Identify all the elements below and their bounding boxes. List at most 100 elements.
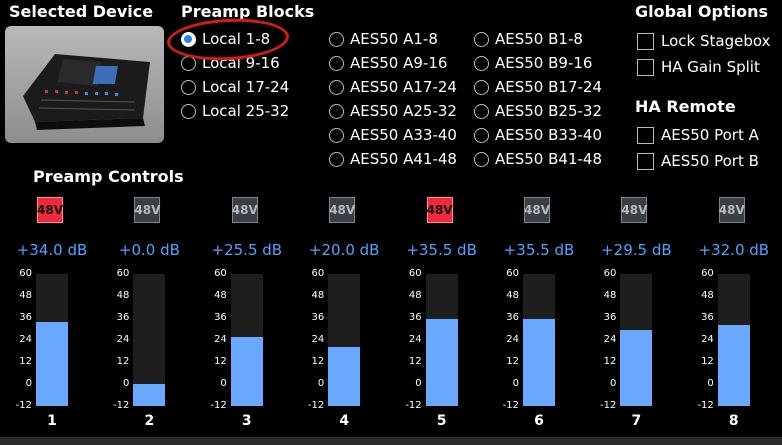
radio-aes50-a1-8[interactable]: AES50 A1-8: [329, 28, 457, 50]
gain-fader[interactable]: [425, 274, 458, 406]
gain-fader[interactable]: [523, 274, 555, 406]
bottom-divider: [0, 437, 782, 445]
radio-aes50-b17-24[interactable]: AES50 B17-24: [474, 76, 602, 98]
scale-tick-label: 24: [603, 334, 617, 345]
radio-button[interactable]: [181, 79, 196, 95]
channel-number: 5: [436, 413, 447, 429]
checkbox[interactable]: [637, 152, 654, 170]
radio-aes50-b41-48[interactable]: AES50 B41-48: [474, 148, 602, 170]
scale-tick-label: 12: [701, 356, 714, 367]
scale-tick-label: 36: [311, 312, 325, 323]
radio-button[interactable]: [329, 127, 344, 143]
channel-number: 1: [47, 413, 57, 429]
phantom-power-button[interactable]: 48V: [524, 197, 550, 223]
radio-button[interactable]: [329, 79, 344, 95]
gain-fader[interactable]: [230, 274, 263, 406]
phantom-power-button[interactable]: 48V: [621, 197, 648, 223]
scale-tick-label: 48: [19, 290, 32, 301]
checkbox[interactable]: [637, 58, 654, 76]
gain-readout: +29.5 dB: [601, 241, 672, 259]
radio-label: Local 17-24: [202, 78, 290, 96]
gain-fader[interactable]: [328, 274, 361, 406]
checkbox-ha-gain-split[interactable]: HA Gain Split: [637, 54, 782, 80]
radio-label: AES50 B41-48: [495, 150, 602, 168]
channel-number: 6: [534, 413, 544, 429]
radio-aes50-a41-48[interactable]: AES50 A41-48: [329, 148, 457, 170]
gain-fader[interactable]: [620, 274, 653, 406]
scale-tick-label: 24: [408, 334, 422, 345]
scale-tick-label: 36: [506, 312, 519, 323]
phantom-power-button[interactable]: 48V: [134, 197, 161, 223]
radio-label: Local 1-8: [202, 30, 271, 48]
radio-button[interactable]: [181, 31, 196, 47]
radio-label: AES50 A9-16: [350, 54, 448, 72]
phantom-power-button[interactable]: 48V: [37, 197, 63, 223]
scale-tick-label: 48: [506, 290, 519, 301]
checkbox-label: Lock Stagebox: [661, 32, 771, 50]
checkbox[interactable]: [637, 32, 654, 50]
checkbox[interactable]: [637, 126, 654, 144]
checkbox-lock-stagebox[interactable]: Lock Stagebox: [637, 28, 782, 54]
radio-label: AES50 A1-8: [350, 30, 438, 48]
selected-device-heading: Selected Device: [9, 2, 154, 21]
phantom-power-button[interactable]: 48V: [231, 197, 258, 223]
radio-aes50-b9-16[interactable]: AES50 B9-16: [474, 52, 602, 74]
radio-local-1-8[interactable]: Local 1-8: [181, 28, 289, 50]
radio-aes50-b1-8[interactable]: AES50 B1-8: [474, 28, 602, 50]
radio-aes50-b25-32[interactable]: AES50 B25-32: [474, 100, 602, 122]
gain-readout: +0.0 dB: [118, 241, 180, 259]
aes50-b-blocks-group: AES50 B1-8 AES50 B9-16 AES50 B17-24 AES5…: [474, 28, 602, 170]
radio-button[interactable]: [474, 79, 489, 95]
radio-label: AES50 A17-24: [350, 78, 457, 96]
gain-fader[interactable]: [717, 274, 750, 406]
radio-label: AES50 B9-16: [495, 54, 593, 72]
scale-tick-label: 48: [408, 290, 422, 301]
radio-button[interactable]: [474, 55, 489, 71]
phantom-power-button[interactable]: 48V: [426, 197, 453, 223]
radio-button[interactable]: [329, 103, 344, 119]
scale-tick-label: 36: [214, 312, 227, 323]
checkbox-aes50-port-b[interactable]: AES50 Port B: [637, 148, 759, 174]
channel-number: 3: [241, 413, 252, 429]
radio-aes50-a17-24[interactable]: AES50 A17-24: [329, 76, 457, 98]
radio-button[interactable]: [329, 31, 344, 47]
gain-fader[interactable]: [36, 274, 68, 406]
phantom-power-button[interactable]: 48V: [718, 197, 745, 223]
checkbox-aes50-port-a[interactable]: AES50 Port A: [637, 122, 759, 148]
scale-tick-label: 48: [116, 290, 130, 301]
radio-aes50-a33-40[interactable]: AES50 A33-40: [329, 124, 457, 146]
radio-local-25-32[interactable]: Local 25-32: [181, 100, 289, 122]
radio-aes50-b33-40[interactable]: AES50 B33-40: [474, 124, 602, 146]
radio-button[interactable]: [329, 55, 344, 71]
scale-tick-label: 60: [506, 268, 519, 279]
radio-button[interactable]: [329, 151, 344, 167]
mixing-console-image: [23, 54, 150, 130]
phantom-power-button[interactable]: 48V: [329, 197, 356, 223]
scale-tick-label: 60: [214, 268, 227, 279]
scale-tick-label: 12: [408, 356, 422, 367]
radio-local-9-16[interactable]: Local 9-16: [181, 52, 289, 74]
global-options-heading: Global Options: [635, 2, 769, 21]
checkbox-label: AES50 Port A: [661, 126, 759, 144]
scale-tick-label: 60: [311, 268, 325, 279]
radio-button[interactable]: [474, 151, 489, 167]
radio-aes50-a9-16[interactable]: AES50 A9-16: [329, 52, 457, 74]
radio-aes50-a25-32[interactable]: AES50 A25-32: [329, 100, 457, 122]
radio-button[interactable]: [181, 55, 196, 71]
radio-button[interactable]: [181, 103, 196, 119]
scale-tick-label: 36: [116, 312, 130, 323]
channel-number: 2: [144, 413, 155, 429]
radio-local-17-24[interactable]: Local 17-24: [181, 76, 289, 98]
scale-tick-label: 0: [610, 378, 617, 389]
channel-number: 8: [728, 413, 739, 429]
scale-tick-label: 24: [214, 334, 227, 345]
gain-fader[interactable]: [133, 274, 166, 406]
radio-button[interactable]: [474, 103, 489, 119]
channel-number: 7: [631, 413, 642, 429]
radio-button[interactable]: [474, 127, 489, 143]
radio-button[interactable]: [474, 31, 489, 47]
scale-tick-label: 12: [19, 356, 32, 367]
scale-tick-label: 0: [220, 378, 227, 389]
scale-tick-label: -12: [600, 400, 617, 411]
scale-tick-label: 60: [408, 268, 422, 279]
